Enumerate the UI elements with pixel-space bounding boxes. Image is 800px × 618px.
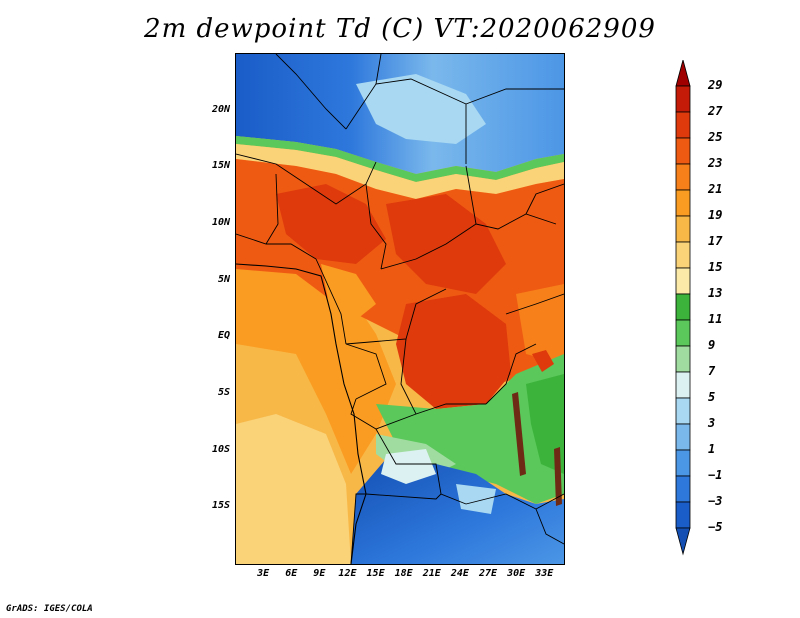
colorbar-level-label: −1 <box>708 468 723 482</box>
x-tick-label: 30E <box>507 568 526 579</box>
angola-pale-patch <box>381 449 436 484</box>
sahara-moist-patch <box>356 74 486 144</box>
colorbar-top-arrow <box>675 60 691 87</box>
colorbar-segment <box>675 85 691 113</box>
congo-basin-region <box>396 294 511 409</box>
colorbar-segment <box>675 163 691 191</box>
x-tick-label: 18E <box>394 568 413 579</box>
colorbar-segment <box>675 345 691 373</box>
x-tick-label: 33E <box>535 568 554 579</box>
kalahari-region <box>351 459 564 564</box>
lake-malawi <box>554 447 562 506</box>
east-highlands-region <box>516 284 564 364</box>
lake-victoria <box>532 350 554 372</box>
coastline <box>236 263 367 564</box>
cameroon-patch <box>321 264 376 324</box>
footer-credit: GrADS: IGES/COLA <box>6 604 93 614</box>
x-tick-label: 9E <box>313 568 326 579</box>
country-borders <box>236 54 564 564</box>
x-tick-label: 24E <box>450 568 469 579</box>
colorbar-segment <box>675 397 691 425</box>
colorbar-bottom-arrow <box>675 527 691 556</box>
south-atlantic-region <box>236 414 351 564</box>
y-tick-label: 10S <box>211 443 230 455</box>
colorbar-level-label: 17 <box>708 234 723 248</box>
colorbar-level-label: 25 <box>708 130 723 144</box>
y-tick-label: 15S <box>211 500 230 512</box>
colorbar-segment <box>675 501 691 529</box>
colorbar-segment <box>675 475 691 503</box>
colorbar-segment <box>675 293 691 321</box>
colorbar-level-label: 13 <box>708 286 723 300</box>
colorbar-segment <box>675 267 691 295</box>
sahel-yellow-band <box>236 144 564 199</box>
colorbar-level-label: 19 <box>708 208 723 222</box>
dewpoint-map <box>235 53 565 565</box>
colorbar-level-label: 1 <box>708 442 716 456</box>
y-tick-label: EQ <box>217 330 230 342</box>
colorbar-segment <box>675 241 691 269</box>
colorbar-level-label: 23 <box>708 156 723 170</box>
colorbar-level-label: −5 <box>708 520 723 534</box>
colorbar-level-label: 7 <box>708 364 716 378</box>
colorbar-level-label: 29 <box>708 78 723 92</box>
x-tick-label: 27E <box>478 568 498 579</box>
colorbar-segment <box>675 319 691 347</box>
colorbar-level-label: 3 <box>708 416 716 430</box>
x-tick-label: 12E <box>338 568 357 579</box>
map-canvas <box>236 54 564 564</box>
x-tick-label: 15E <box>366 568 385 579</box>
zambia-pale-patch <box>456 484 496 514</box>
lake-tanganyika <box>512 392 526 476</box>
colorbar-level-label: −3 <box>708 494 723 508</box>
colorbar-level-label: 9 <box>708 338 716 352</box>
y-tick-label: 5S <box>217 387 230 398</box>
sahel-transition <box>236 136 564 182</box>
colorbar-level-label: 11 <box>708 312 723 326</box>
colorbar-level-label: 5 <box>708 390 716 404</box>
x-tick-label: 21E <box>422 568 441 579</box>
colorbar-level-label: 27 <box>708 104 723 118</box>
x-tick-label: 3E <box>257 568 270 579</box>
y-tick-label: 5N <box>217 273 230 285</box>
map-title: 2m dewpoint Td (C) VT:2020062909 <box>144 14 656 44</box>
colorbar-segment <box>675 371 691 399</box>
colorbar <box>675 60 691 556</box>
y-tick-label: 15N <box>211 160 230 172</box>
southern-plateau-region <box>376 354 564 504</box>
x-tick-label: 6E <box>285 568 298 579</box>
colorbar-level-label: 15 <box>708 260 723 274</box>
y-tick-label: 10N <box>211 217 230 228</box>
colorbar-segment <box>675 449 691 477</box>
colorbar-segment <box>675 423 691 451</box>
y-tick-label: 20N <box>211 103 230 115</box>
colorbar-segment <box>675 137 691 165</box>
colorbar-segment <box>675 111 691 139</box>
colorbar-segment <box>675 189 691 217</box>
colorbar-segment <box>675 215 691 243</box>
west-africa-peak <box>276 184 386 264</box>
colorbar-level-label: 21 <box>708 182 723 196</box>
